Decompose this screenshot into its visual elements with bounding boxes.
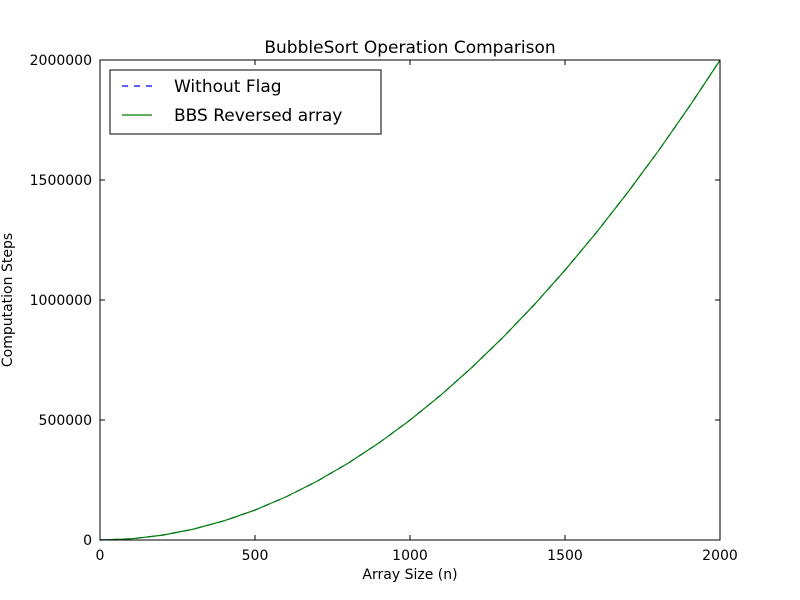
y-tick-label: 1000000: [30, 293, 92, 309]
x-axis-label: Array Size (n): [362, 567, 457, 583]
y-tick-label: 2000000: [30, 53, 92, 69]
y-tick-label: 500000: [39, 413, 92, 429]
legend-label-bbs-reversed-array: BBS Reversed array: [174, 106, 342, 126]
y-tick-label: 0: [83, 533, 92, 549]
axis-ticks: 0 500 1000 1500 2000 0 500000 1000000 1500000 200…: [30, 53, 738, 564]
x-tick-label: 1500: [547, 548, 583, 564]
chart-title: BubbleSort Operation Comparison: [264, 38, 555, 58]
x-tick-label: 1000: [392, 548, 428, 564]
x-tick-label: 500: [242, 548, 269, 564]
x-tick-label: 2000: [702, 548, 738, 564]
legend-label-without-flag: Without Flag: [174, 77, 282, 97]
y-tick-label: 1500000: [30, 173, 92, 189]
series-layer: [99, 59, 721, 541]
y-axis-label: Computation Steps: [0, 233, 16, 367]
series-line-bbs-reversed-array: [99, 59, 721, 541]
plot-frame: [99, 59, 721, 541]
x-tick-label: 0: [96, 548, 105, 564]
legend: Without Flag BBS Reversed array: [109, 69, 382, 135]
legend-box: [109, 69, 382, 135]
